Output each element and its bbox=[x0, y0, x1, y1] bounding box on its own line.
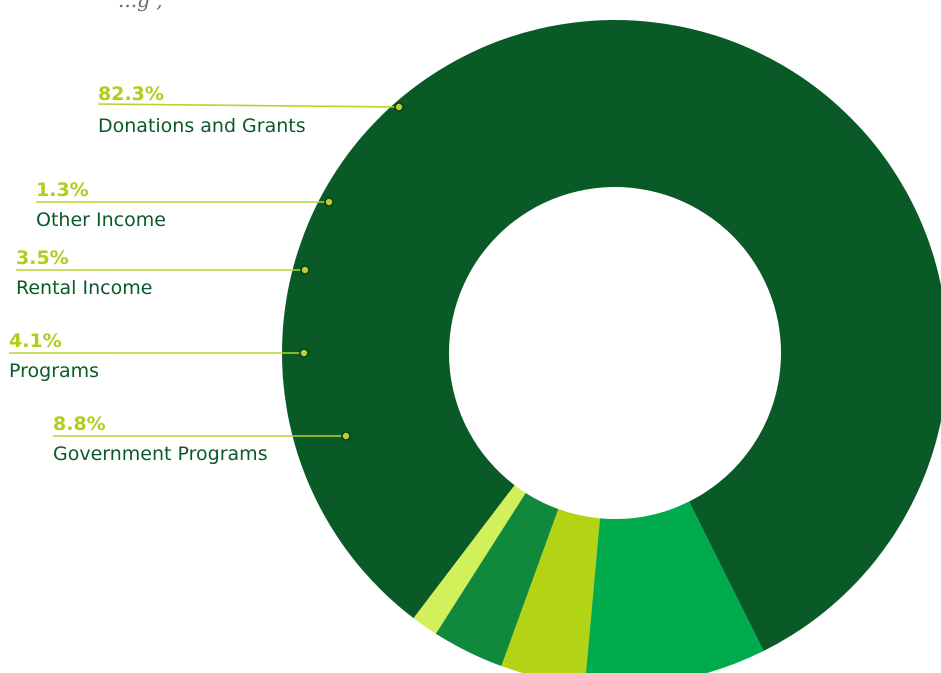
callout-dot-donations-and-grants bbox=[394, 102, 404, 112]
callout-dot-rental-income bbox=[300, 265, 310, 275]
leader-line-donations-and-grants bbox=[97, 103, 400, 108]
callout-dot-other-income bbox=[324, 197, 334, 207]
slice-rental-income bbox=[435, 492, 559, 667]
slice-programs bbox=[501, 509, 601, 673]
category-label-rental-income: Rental Income bbox=[16, 277, 152, 299]
category-label-government-programs: Government Programs bbox=[53, 443, 268, 465]
percent-label-programs: 4.1% bbox=[9, 330, 62, 352]
callout-dot-government-programs bbox=[341, 431, 351, 441]
category-label-programs: Programs bbox=[9, 360, 99, 382]
percent-label-donations-and-grants: 82.3% bbox=[98, 83, 164, 105]
callouts-layer: 82.3% Donations and Grants 1.3% Other Incom… bbox=[9, 83, 404, 465]
slices-layer bbox=[282, 19, 941, 673]
header-fragment: ...g , bbox=[118, 0, 163, 12]
slice-government-programs bbox=[585, 501, 764, 673]
category-label-donations-and-grants: Donations and Grants bbox=[98, 115, 306, 137]
slice-donations-and-grants bbox=[282, 19, 941, 652]
slice-other-income bbox=[413, 485, 526, 634]
percent-label-government-programs: 8.8% bbox=[53, 413, 106, 435]
callout-dot-programs bbox=[299, 348, 309, 358]
percent-label-other-income: 1.3% bbox=[36, 179, 89, 201]
category-label-other-income: Other Income bbox=[36, 209, 166, 231]
percent-label-rental-income: 3.5% bbox=[16, 247, 69, 269]
